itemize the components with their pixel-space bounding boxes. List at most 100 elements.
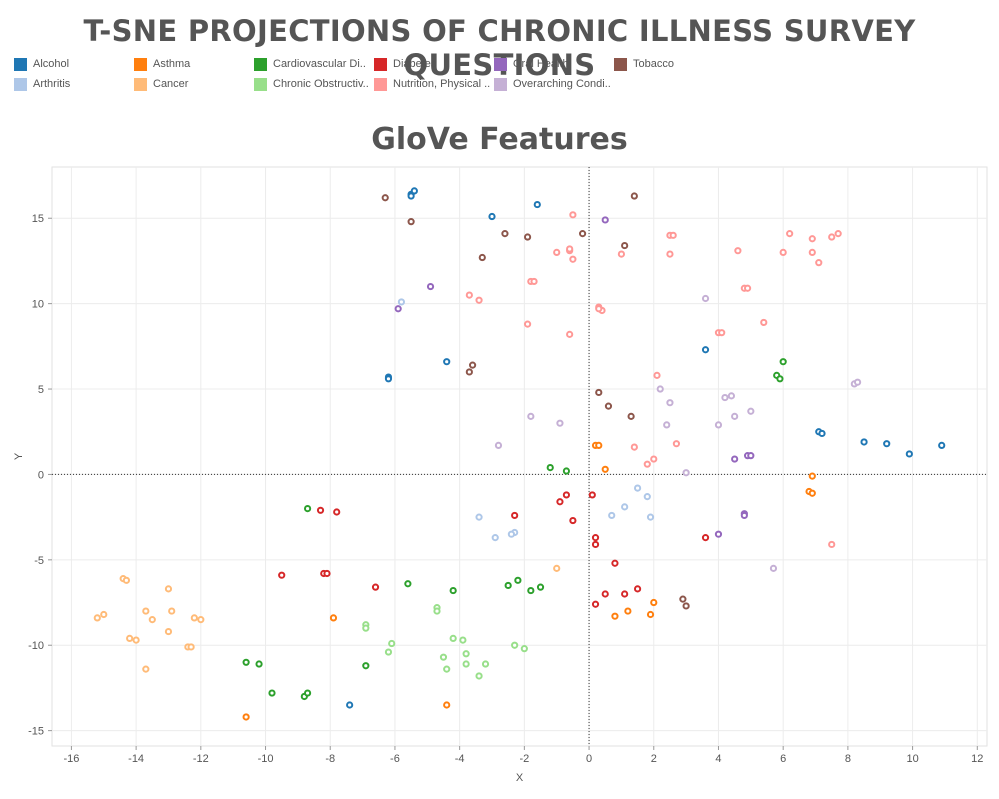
- data-point[interactable]: [747, 407, 755, 415]
- data-point[interactable]: [164, 627, 173, 636]
- data-point[interactable]: [527, 586, 535, 595]
- data-point[interactable]: [553, 564, 561, 572]
- data-point[interactable]: [630, 443, 638, 451]
- data-point[interactable]: [883, 440, 891, 448]
- data-point[interactable]: [611, 559, 619, 567]
- data-point[interactable]: [595, 441, 603, 449]
- data-point[interactable]: [488, 212, 496, 221]
- data-point[interactable]: [481, 660, 490, 668]
- data-point[interactable]: [591, 540, 600, 549]
- data-point[interactable]: [126, 634, 134, 642]
- data-point[interactable]: [523, 320, 532, 328]
- data-point[interactable]: [569, 255, 577, 263]
- data-point[interactable]: [588, 491, 596, 499]
- data-point[interactable]: [621, 503, 629, 511]
- data-point[interactable]: [407, 218, 415, 226]
- data-point[interactable]: [701, 534, 710, 542]
- data-point[interactable]: [556, 498, 564, 506]
- data-point[interactable]: [666, 250, 674, 258]
- data-point[interactable]: [278, 571, 286, 579]
- data-point[interactable]: [828, 233, 836, 241]
- data-point[interactable]: [769, 564, 778, 572]
- data-point[interactable]: [682, 602, 690, 610]
- data-point[interactable]: [536, 583, 545, 591]
- data-point[interactable]: [714, 530, 723, 538]
- data-point[interactable]: [617, 250, 626, 258]
- data-point[interactable]: [122, 576, 131, 584]
- data-point[interactable]: [808, 489, 816, 497]
- data-point[interactable]: [860, 438, 868, 446]
- data-point[interactable]: [621, 590, 629, 598]
- data-point[interactable]: [371, 583, 380, 591]
- data-point[interactable]: [611, 612, 619, 620]
- data-point[interactable]: [828, 540, 836, 549]
- data-point[interactable]: [465, 291, 473, 299]
- data-point[interactable]: [316, 506, 325, 514]
- data-point[interactable]: [523, 233, 532, 241]
- legend-item[interactable]: Tobacco: [614, 56, 674, 72]
- data-point[interactable]: [779, 358, 787, 366]
- legend-item[interactable]: Cancer: [134, 76, 188, 92]
- legend-item[interactable]: Overarching Condi..: [494, 76, 611, 92]
- data-point[interactable]: [621, 241, 629, 250]
- data-point[interactable]: [643, 460, 651, 468]
- data-point[interactable]: [303, 689, 312, 697]
- data-point[interactable]: [465, 368, 473, 376]
- data-point[interactable]: [520, 645, 528, 653]
- data-point[interactable]: [475, 296, 483, 304]
- data-point[interactable]: [475, 672, 483, 680]
- data-point[interactable]: [601, 465, 609, 473]
- data-point[interactable]: [721, 393, 729, 402]
- data-point[interactable]: [93, 614, 101, 622]
- data-point[interactable]: [569, 516, 577, 525]
- data-point[interactable]: [475, 513, 483, 521]
- data-point[interactable]: [633, 585, 642, 593]
- data-point[interactable]: [624, 607, 632, 615]
- data-point[interactable]: [433, 607, 441, 615]
- data-point[interactable]: [478, 253, 486, 262]
- data-point[interactable]: [566, 330, 574, 338]
- data-point[interactable]: [650, 455, 658, 463]
- data-point[interactable]: [197, 616, 205, 624]
- data-point[interactable]: [164, 585, 173, 593]
- data-point[interactable]: [168, 607, 176, 615]
- data-point[interactable]: [786, 230, 794, 238]
- data-point[interactable]: [507, 530, 516, 538]
- data-point[interactable]: [384, 648, 393, 656]
- data-point[interactable]: [533, 200, 541, 209]
- data-point[interactable]: [562, 467, 571, 475]
- data-point[interactable]: [187, 643, 195, 651]
- data-point[interactable]: [527, 412, 535, 420]
- data-point[interactable]: [410, 187, 418, 195]
- data-point[interactable]: [656, 385, 664, 393]
- data-point[interactable]: [905, 450, 913, 458]
- data-point[interactable]: [190, 614, 198, 622]
- data-point[interactable]: [268, 689, 276, 697]
- data-point[interactable]: [556, 419, 564, 427]
- data-point[interactable]: [808, 248, 816, 256]
- data-point[interactable]: [255, 660, 263, 668]
- legend-item[interactable]: Nutrition, Physical ..: [374, 76, 490, 92]
- data-point[interactable]: [604, 402, 613, 410]
- data-point[interactable]: [853, 378, 862, 386]
- data-point[interactable]: [818, 429, 826, 438]
- data-point[interactable]: [591, 600, 600, 608]
- data-point[interactable]: [701, 346, 710, 354]
- data-point[interactable]: [653, 371, 661, 379]
- data-point[interactable]: [132, 636, 140, 644]
- data-point[interactable]: [443, 358, 451, 366]
- data-point[interactable]: [747, 452, 755, 460]
- data-point[interactable]: [776, 375, 784, 383]
- data-point[interactable]: [426, 282, 435, 291]
- data-point[interactable]: [643, 493, 651, 501]
- data-point[interactable]: [646, 610, 655, 619]
- data-point[interactable]: [449, 586, 457, 595]
- legend-item[interactable]: Asthma: [134, 56, 190, 72]
- data-point[interactable]: [601, 216, 609, 224]
- data-point[interactable]: [608, 511, 616, 520]
- legend-item[interactable]: Oral Health: [494, 56, 569, 72]
- data-point[interactable]: [566, 245, 574, 253]
- data-point[interactable]: [468, 361, 477, 369]
- data-point[interactable]: [459, 636, 467, 644]
- data-point[interactable]: [443, 701, 451, 709]
